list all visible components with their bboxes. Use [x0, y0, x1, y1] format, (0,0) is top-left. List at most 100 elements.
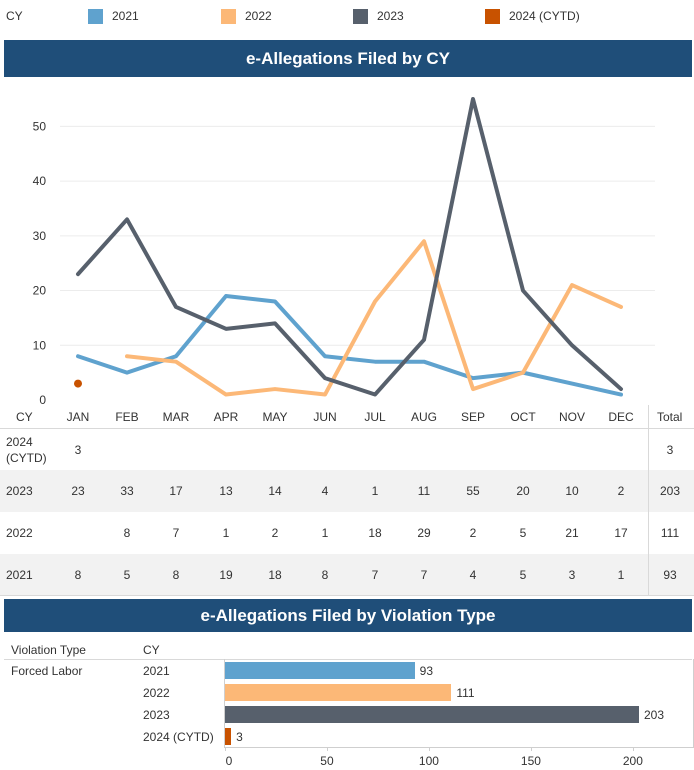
- table-cell: 21: [565, 526, 579, 540]
- legend-label: 2021: [112, 9, 139, 23]
- violation-type-label: Forced Labor: [11, 664, 83, 678]
- series-line-2023[interactable]: [76, 97, 623, 397]
- table-cell: 5: [123, 568, 131, 582]
- bar[interactable]: [225, 706, 639, 723]
- legend-item-2024-cytd[interactable]: 2024 (CYTD): [485, 7, 580, 25]
- legend-item-2023[interactable]: 2023: [353, 7, 404, 25]
- legend-swatch: [88, 8, 103, 24]
- bar[interactable]: [225, 684, 452, 701]
- series-point-2024-cytd-[interactable]: [74, 379, 82, 388]
- bar[interactable]: [225, 662, 415, 679]
- line-chart: 0 10 20 30 40 50 JAN FEB MAR APR MAY JUN JUL AUG SEP OC…: [16, 97, 682, 424]
- table-cell: 8: [123, 526, 131, 540]
- table-cell: 29: [417, 526, 431, 540]
- x-axis-tick-mark: [225, 747, 226, 751]
- table-cell: [151, 429, 201, 471]
- x-axis-tick-mark: [632, 747, 634, 751]
- table-cell: 2: [617, 484, 625, 498]
- y-tick-label: 20: [33, 284, 47, 298]
- line-chart-title: e-Allegations Filed by CY: [4, 40, 692, 77]
- bar[interactable]: [225, 728, 232, 745]
- bar-value-label: 3: [236, 730, 243, 744]
- table-cell: [53, 512, 103, 554]
- x-tick-label: SEP: [461, 410, 485, 424]
- violation-type-header: Violation Type: [11, 643, 86, 657]
- x-tick-label: JUN: [313, 410, 336, 424]
- table-divider: [0, 428, 694, 429]
- legend-item-2021[interactable]: 2021: [88, 7, 139, 25]
- table-row: 2024 (CYTD) 3 3: [0, 429, 694, 471]
- table-cell: 4: [469, 568, 477, 582]
- table-cell: 17: [169, 484, 183, 498]
- x-tick-label: FEB: [115, 410, 138, 424]
- row-label: 2023: [6, 484, 33, 498]
- bar-category-label: 2023: [143, 708, 170, 722]
- table-cell: 1: [617, 568, 625, 582]
- table-cell: 3: [568, 568, 576, 582]
- x-axis-tick-mark: [326, 747, 328, 751]
- table-cell: 33: [120, 484, 134, 498]
- x-tick-label: NOV: [559, 410, 585, 424]
- x-axis-tick-mark: [428, 747, 430, 751]
- series-line-2022[interactable]: [125, 239, 623, 397]
- table-cell: 5: [519, 568, 527, 582]
- table-cell: 7: [420, 568, 428, 582]
- table-bottom-divider: [0, 595, 694, 596]
- bar-category-label: 2021: [143, 664, 170, 678]
- bar-chart-title: e-Allegations Filed by Violation Type: [4, 599, 692, 632]
- y-tick-label: 50: [33, 119, 47, 133]
- legend-item-2022[interactable]: 2022: [221, 7, 272, 25]
- table-cell: [201, 429, 251, 471]
- x-axis-tick-label: 0: [225, 754, 233, 768]
- table-row: 2023 23 33 17 13 14 4 1 11 55 20 10 2 203: [0, 470, 694, 512]
- table-cell: 2: [271, 526, 279, 540]
- table-cell: 13: [219, 484, 233, 498]
- legend: CY 2021 2022 2023 2024 (CYTD): [0, 0, 694, 34]
- table-cell: 55: [466, 484, 480, 498]
- x-tick-label: OCT: [510, 410, 536, 424]
- table-total-cell: 203: [659, 484, 681, 498]
- bar-value-label: 111: [456, 686, 475, 700]
- table-cell: 7: [371, 568, 379, 582]
- table-total-cell: 93: [663, 568, 677, 582]
- table-cell: 19: [219, 568, 233, 582]
- x-axis-tick-label: 200: [622, 754, 643, 768]
- legend-swatch: [353, 8, 368, 24]
- legend-title: CY: [6, 9, 23, 23]
- table-cell: 1: [321, 526, 329, 540]
- row-label: 2022: [6, 526, 33, 540]
- table-row: 2022 8 7 1 2 1 18 29 2 5 21 17 111: [0, 512, 694, 554]
- table-cell: 18: [368, 526, 382, 540]
- bar-category-label: 2022: [143, 686, 170, 700]
- table-cell: [498, 429, 548, 471]
- y-tick-label: 0: [39, 393, 46, 407]
- table-total-cell: 111: [660, 526, 680, 540]
- bar-category-label: 2024 (CYTD): [143, 730, 214, 744]
- table-cell: 14: [268, 484, 282, 498]
- legend-swatch: [485, 8, 500, 24]
- x-tick-label: JAN: [67, 410, 90, 424]
- table-cell: 5: [519, 526, 527, 540]
- x-axis-tick-label: 50: [320, 754, 334, 768]
- table-total-cell: 3: [666, 443, 674, 457]
- y-tick-label: 30: [33, 229, 47, 243]
- x-tick-label: APR: [214, 410, 239, 424]
- table-cell: 7: [172, 526, 180, 540]
- table-row: 2021 8 5 8 19 18 8 7 7 4 5 3 1 93: [0, 554, 694, 596]
- row-label: 2021: [6, 568, 33, 582]
- table-cell: 8: [172, 568, 180, 582]
- total-divider: [648, 405, 649, 595]
- bar-value-label: 93: [419, 664, 434, 678]
- legend-label: 2022: [245, 9, 272, 23]
- table-cell: [596, 429, 646, 471]
- x-axis-tick-label: 150: [520, 754, 541, 768]
- x-axis-tick-mark: [530, 747, 532, 751]
- table-cell: 17: [614, 526, 628, 540]
- x-tick-label: DEC: [608, 410, 634, 424]
- table-cell: [102, 429, 152, 471]
- table-cell: [250, 429, 300, 471]
- table-cy-header: CY: [16, 410, 33, 424]
- x-tick-label: AUG: [411, 410, 437, 424]
- y-tick-label: 40: [33, 174, 47, 188]
- table-cell: 4: [321, 484, 329, 498]
